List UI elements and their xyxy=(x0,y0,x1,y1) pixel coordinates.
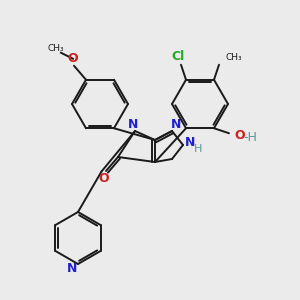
Text: CH₃: CH₃ xyxy=(226,53,243,62)
Text: CH₃: CH₃ xyxy=(48,44,64,53)
Text: O: O xyxy=(68,52,78,65)
Text: O: O xyxy=(234,129,244,142)
Text: N: N xyxy=(128,118,138,131)
Text: Cl: Cl xyxy=(171,50,184,63)
Text: -H: -H xyxy=(243,131,257,144)
Text: N: N xyxy=(171,118,181,131)
Text: H: H xyxy=(194,144,202,154)
Text: O: O xyxy=(99,172,109,184)
Text: N: N xyxy=(67,262,77,275)
Text: N: N xyxy=(185,136,195,149)
